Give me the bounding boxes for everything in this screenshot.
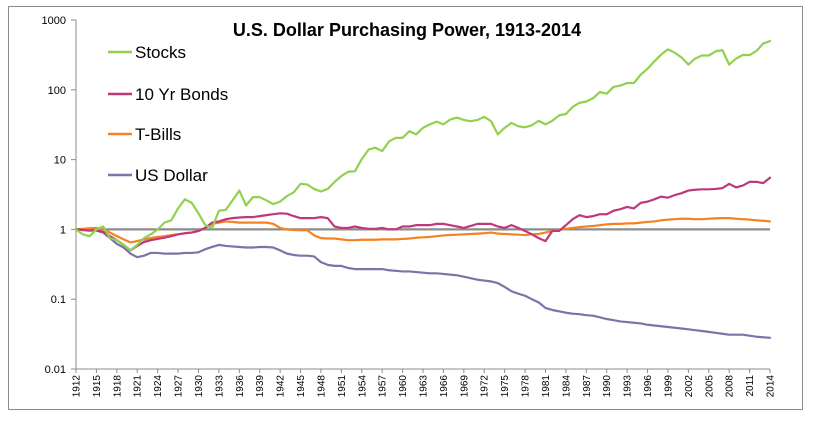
y-tick-label: 1 — [60, 224, 66, 236]
x-tick-label: 1948 — [316, 375, 327, 398]
x-tick-label: 1990 — [602, 375, 613, 398]
x-tick-label: 1978 — [521, 375, 532, 398]
x-tick-label: 1963 — [419, 375, 430, 398]
x-tick-label: 1939 — [255, 375, 266, 398]
x-tick-label: 1924 — [153, 375, 164, 398]
chart-frame — [8, 6, 803, 410]
series-line-us-dollar — [74, 228, 772, 339]
y-tick-label: 10 — [54, 155, 66, 167]
x-tick-label: 1984 — [561, 375, 572, 398]
y-tick-label: 1000 — [42, 15, 66, 27]
x-tick-label: 1930 — [194, 375, 205, 398]
x-tick-label: 1987 — [582, 375, 593, 398]
x-tick-label: 1951 — [337, 375, 348, 398]
x-tick-label: 2014 — [766, 375, 777, 398]
series-line-stocks — [74, 39, 772, 252]
axes: 0.01 0.1 1 10 100 1000 1912 1915 1918 1921 1924 192… — [42, 15, 777, 397]
x-tick-label: 1999 — [663, 375, 674, 398]
x-tick-label: 1975 — [500, 375, 511, 398]
x-tick-label: 1954 — [357, 375, 368, 398]
legend-label-t-bills: T-Bills — [135, 125, 181, 144]
series-group — [74, 39, 772, 339]
x-tick-label: 1972 — [480, 375, 491, 398]
x-tick-label: 1957 — [378, 375, 389, 398]
legend-label-10-yr-bonds: 10 Yr Bonds — [135, 85, 228, 104]
chart-title: U.S. Dollar Purchasing Power, 1913-2014 — [233, 20, 581, 40]
x-tick-label: 1918 — [112, 375, 123, 398]
series-line-10-yr-bonds — [74, 176, 772, 252]
legend: Stocks 10 Yr Bonds T-Bills US Dollar — [108, 43, 228, 185]
x-tick-label: 1960 — [398, 375, 409, 398]
x-tick-label: 2008 — [725, 375, 736, 398]
x-tick-label: 2005 — [704, 375, 715, 398]
x-tick-label: 1966 — [439, 375, 450, 398]
y-tick-label: 100 — [48, 85, 66, 97]
x-tick-label: 1969 — [459, 375, 470, 398]
x-tick-label: 1945 — [296, 375, 307, 398]
x-tick-label: 1942 — [276, 375, 287, 398]
x-tick-label: 2011 — [745, 375, 756, 397]
x-tick-label: 1912 — [72, 375, 83, 398]
y-tick-label: 0.01 — [45, 364, 66, 376]
x-tick-label: 1933 — [214, 375, 225, 398]
x-tick-label: 1921 — [133, 375, 144, 398]
x-tick-label: 1993 — [623, 375, 634, 398]
x-tick-label: 1915 — [92, 375, 103, 398]
x-tick-label: 1936 — [235, 375, 246, 398]
legend-label-stocks: Stocks — [135, 43, 186, 62]
x-tick-label: 1996 — [643, 375, 654, 398]
legend-label-us-dollar: US Dollar — [135, 166, 208, 185]
x-tick-label: 1927 — [174, 375, 185, 398]
x-tick-label: 1981 — [541, 375, 552, 398]
x-tick-label: 2002 — [684, 375, 695, 398]
y-tick-label: 0.1 — [51, 294, 66, 306]
